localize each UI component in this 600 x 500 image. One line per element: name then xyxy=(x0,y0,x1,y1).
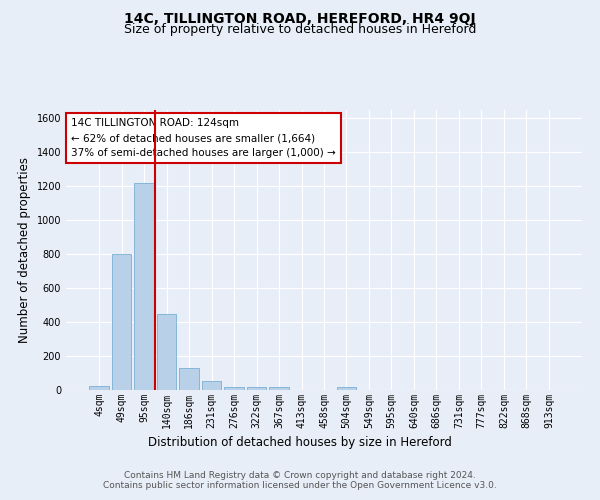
Text: Distribution of detached houses by size in Hereford: Distribution of detached houses by size … xyxy=(148,436,452,449)
Text: Size of property relative to detached houses in Hereford: Size of property relative to detached ho… xyxy=(124,22,476,36)
Text: Contains public sector information licensed under the Open Government Licence v3: Contains public sector information licen… xyxy=(103,482,497,490)
Bar xyxy=(247,387,266,390)
Bar xyxy=(134,183,154,390)
Y-axis label: Number of detached properties: Number of detached properties xyxy=(18,157,31,343)
Bar xyxy=(269,388,289,390)
Bar xyxy=(157,314,176,390)
Bar xyxy=(337,388,356,390)
Bar xyxy=(224,386,244,390)
Text: Contains HM Land Registry data © Crown copyright and database right 2024.: Contains HM Land Registry data © Crown c… xyxy=(124,472,476,480)
Bar xyxy=(179,368,199,390)
Bar xyxy=(112,254,131,390)
Bar xyxy=(202,380,221,390)
Text: 14C, TILLINGTON ROAD, HEREFORD, HR4 9QJ: 14C, TILLINGTON ROAD, HEREFORD, HR4 9QJ xyxy=(124,12,476,26)
Bar xyxy=(89,386,109,390)
Text: 14C TILLINGTON ROAD: 124sqm
← 62% of detached houses are smaller (1,664)
37% of : 14C TILLINGTON ROAD: 124sqm ← 62% of det… xyxy=(71,118,336,158)
